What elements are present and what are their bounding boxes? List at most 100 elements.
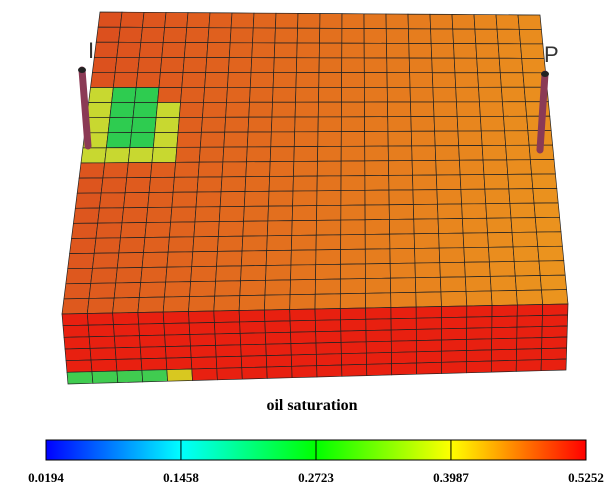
grid-cell	[431, 57, 456, 74]
grid-cell	[100, 177, 128, 194]
grid-cell	[201, 116, 227, 133]
grid-cell	[532, 188, 559, 204]
colorbar-tick-label: 0.5252	[568, 470, 604, 485]
grid-cell	[539, 274, 567, 291]
front-cell	[391, 351, 417, 365]
grid-cell	[273, 42, 298, 59]
grid-cell	[410, 116, 435, 132]
grid-cell	[437, 203, 463, 220]
grid-cell	[415, 291, 442, 308]
grid-cell	[408, 43, 433, 59]
front-cell	[165, 357, 193, 371]
front-cell	[65, 359, 93, 373]
front-cell	[114, 346, 142, 360]
front-cell	[240, 343, 267, 357]
colorbar-tick-label: 0.2723	[298, 470, 334, 485]
grid-cell	[434, 130, 460, 147]
grid-cell	[363, 57, 388, 74]
grid-cell	[339, 292, 366, 309]
grid-cell	[92, 56, 118, 73]
grid-cell	[389, 262, 416, 279]
front-cell	[491, 304, 518, 317]
grid-cell	[517, 14, 542, 30]
front-cell	[466, 316, 493, 329]
grid-cell	[112, 72, 139, 88]
grid-cell	[488, 246, 515, 263]
well-producer	[536, 70, 549, 154]
grid-cell	[507, 173, 534, 190]
grid-cell	[319, 27, 343, 44]
grid-cell	[251, 42, 276, 59]
grid-cell	[510, 217, 537, 233]
grid-cell	[340, 248, 366, 265]
grid-cell	[164, 12, 189, 28]
grid-cell	[316, 190, 342, 206]
grid-cell	[521, 57, 546, 74]
grid-cell	[252, 27, 276, 44]
grid-cell	[270, 131, 296, 148]
grid-cell	[290, 264, 317, 281]
grid-cell	[316, 204, 342, 221]
grid-cell	[158, 72, 184, 88]
grid-cell	[438, 247, 465, 264]
grid-cell	[390, 291, 417, 308]
grid-cell	[415, 276, 442, 293]
grid-cell	[365, 292, 392, 309]
grid-cell	[129, 132, 156, 148]
front-cell	[390, 317, 417, 331]
front-cell	[315, 330, 342, 344]
grid-cell	[408, 57, 433, 74]
grid-cell	[486, 217, 513, 234]
grid-cell	[500, 86, 526, 103]
grid-cell	[518, 28, 544, 45]
grid-cell	[217, 220, 244, 237]
grid-cell	[318, 72, 343, 88]
grid-cell	[461, 203, 488, 219]
grid-cell	[144, 221, 172, 238]
grid-cell	[182, 57, 208, 73]
front-cell	[365, 318, 392, 331]
front-cell	[190, 345, 217, 358]
grid-cell	[388, 174, 414, 191]
grid-cell	[388, 160, 413, 176]
grid-cell	[457, 130, 483, 146]
grid-cell	[264, 294, 291, 311]
well-injector	[78, 66, 92, 150]
grid-cell	[140, 26, 165, 43]
grid-cell	[267, 205, 293, 222]
front-cell	[340, 341, 367, 355]
well-top	[78, 67, 86, 73]
front-cell	[215, 344, 242, 358]
grid-cell	[389, 248, 416, 264]
front-cell	[365, 329, 392, 343]
grid-cell	[363, 72, 388, 88]
grid-cell	[273, 57, 298, 73]
grid-cell	[364, 175, 390, 191]
front-cell	[62, 324, 90, 338]
grid-cell	[412, 189, 438, 205]
grid-cell	[166, 251, 194, 268]
front-cell	[189, 333, 216, 347]
grid-cell	[364, 248, 391, 265]
grid-cell	[148, 176, 175, 193]
front-cell	[390, 329, 417, 342]
grid-cell	[95, 222, 123, 239]
grid-cell	[411, 145, 437, 161]
grid-cell	[65, 267, 93, 285]
grid-cell	[246, 146, 272, 163]
grid-cell	[413, 233, 440, 249]
grid-cell	[293, 160, 318, 177]
grid-cell	[452, 28, 477, 44]
grid-cell	[314, 293, 341, 310]
grid-cell	[208, 12, 233, 29]
front-cell	[316, 364, 343, 378]
grid-cell	[197, 161, 224, 178]
grid-cell	[502, 101, 528, 117]
grid-cell	[365, 277, 392, 294]
grid-cell	[340, 116, 365, 132]
front-cell	[140, 357, 168, 371]
grid-cell	[432, 86, 457, 103]
grid-cell	[409, 72, 434, 88]
grid-cell	[435, 159, 461, 176]
grid-cell	[434, 145, 460, 161]
